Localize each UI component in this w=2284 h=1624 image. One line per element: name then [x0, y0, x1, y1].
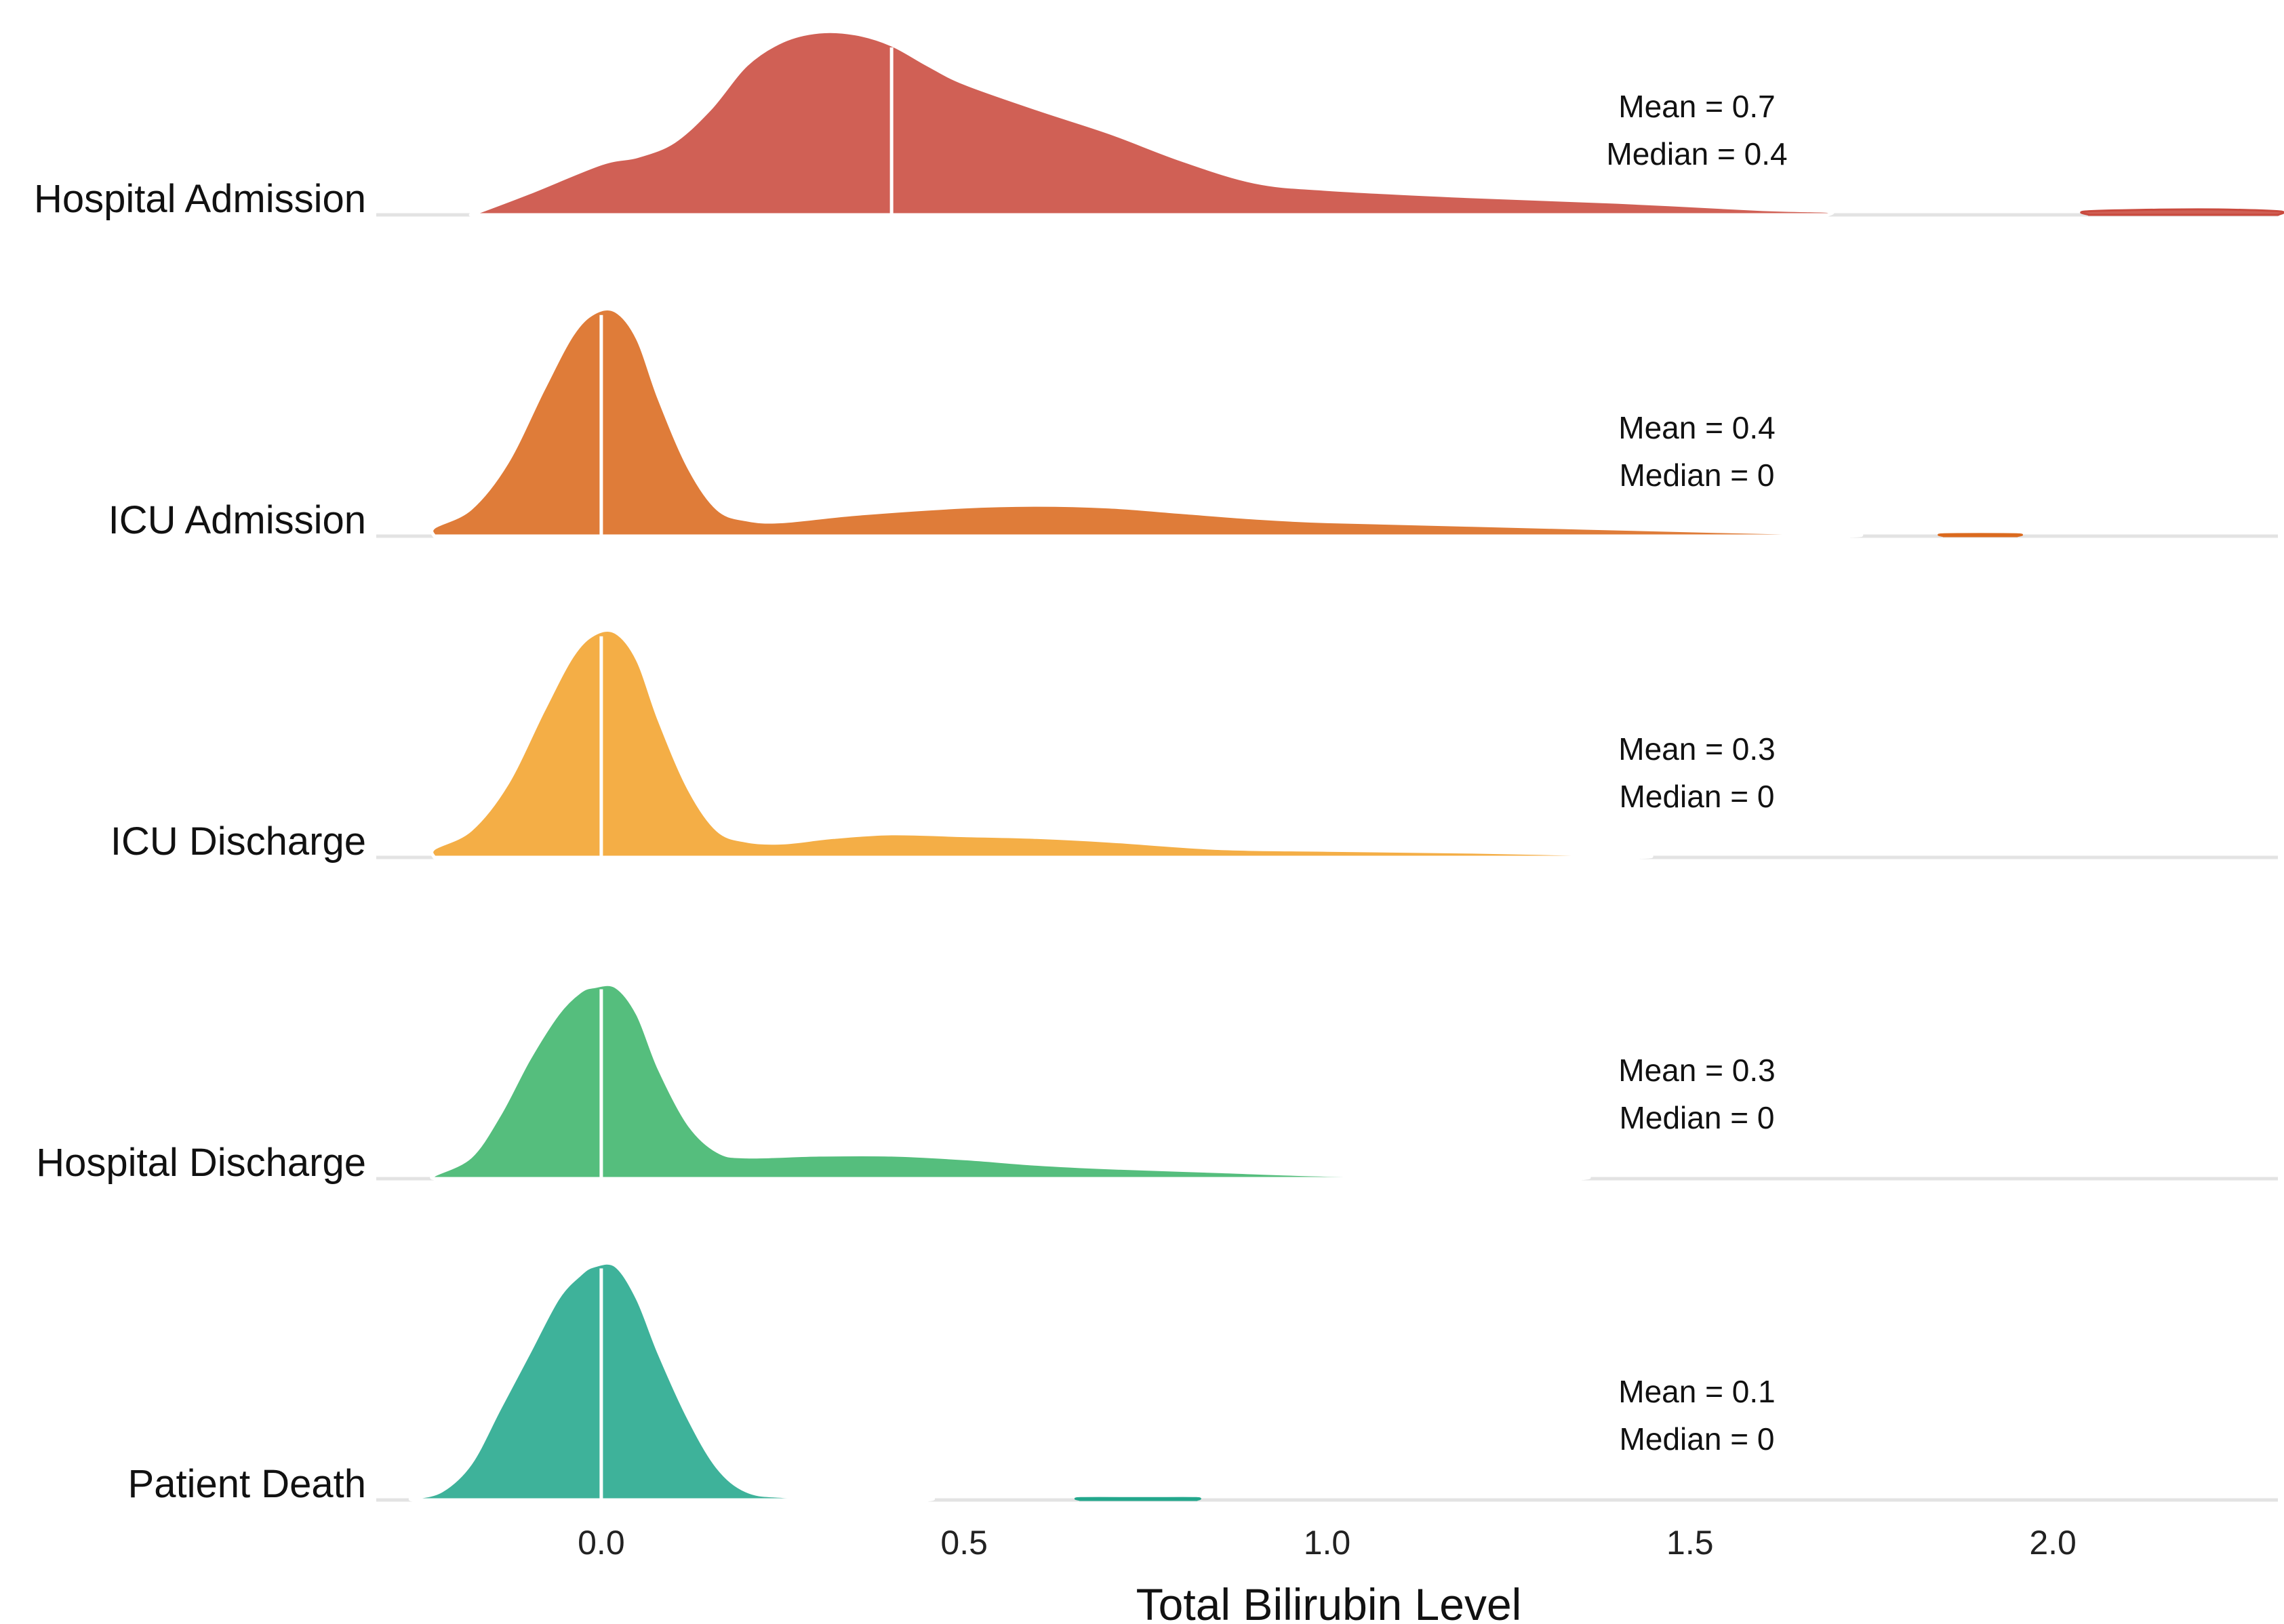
row-label-hospital-admission: Hospital Admission: [34, 177, 366, 221]
median-label-patient-death: Median = 0: [1620, 1421, 1775, 1457]
ridge-icu-admission: [430, 306, 2023, 538]
density-area-hospital-admission: [468, 29, 1835, 217]
mean-label-hospital-admission: Mean = 0.7: [1618, 89, 1775, 124]
median-label-icu-discharge: Median = 0: [1620, 779, 1775, 814]
row-label-hospital-discharge: Hospital Discharge: [36, 1141, 366, 1185]
density-area-hospital-discharge: [430, 982, 1591, 1181]
density-tail-patient-death: [1074, 1497, 1201, 1501]
mean-label-icu-discharge: Mean = 0.3: [1618, 731, 1775, 767]
median-label-hospital-discharge: Median = 0: [1620, 1100, 1775, 1135]
ridge-patient-death: [408, 1261, 1201, 1502]
density-area-patient-death: [408, 1261, 936, 1502]
density-area-icu-discharge: [430, 628, 1654, 859]
density-ridges: [408, 29, 2284, 1502]
mean-label-patient-death: Mean = 0.1: [1618, 1374, 1775, 1409]
annotations: Mean = 0.7 Median = 0.4 Mean = 0.4 Median =…: [1606, 89, 1787, 1457]
median-label-icu-admission: Median = 0: [1620, 458, 1775, 493]
row-label-patient-death: Patient Death: [128, 1462, 366, 1506]
x-tick-label: 1.0: [1304, 1524, 1351, 1562]
row-label-icu-admission: ICU Admission: [108, 498, 366, 542]
mean-label-icu-admission: Mean = 0.4: [1618, 410, 1775, 445]
x-tick-label: 2.0: [2029, 1524, 2077, 1562]
x-tick-label: 0.0: [578, 1524, 625, 1562]
row-labels: Hospital Admission ICU Admission ICU Disch…: [34, 177, 366, 1506]
x-axis-title: Total Bilirubin Level: [1136, 1579, 1522, 1624]
ridge-hospital-discharge: [430, 982, 1591, 1181]
median-label-hospital-admission: Median = 0.4: [1606, 136, 1787, 171]
mean-label-hospital-discharge: Mean = 0.3: [1618, 1053, 1775, 1088]
x-tick-label: 0.5: [940, 1524, 988, 1562]
density-area-icu-admission: [430, 306, 1864, 538]
x-axis: 0.0 0.5 1.0 1.5 2.0: [578, 1524, 2077, 1562]
ridge-hospital-admission: [468, 29, 2284, 217]
density-tail-icu-admission: [1938, 533, 2023, 537]
row-label-icu-discharge: ICU Discharge: [111, 819, 366, 864]
ridge-icu-discharge: [430, 628, 1654, 859]
density-tail-hospital-admission: [2080, 208, 2284, 216]
x-tick-label: 1.5: [1666, 1524, 1714, 1562]
